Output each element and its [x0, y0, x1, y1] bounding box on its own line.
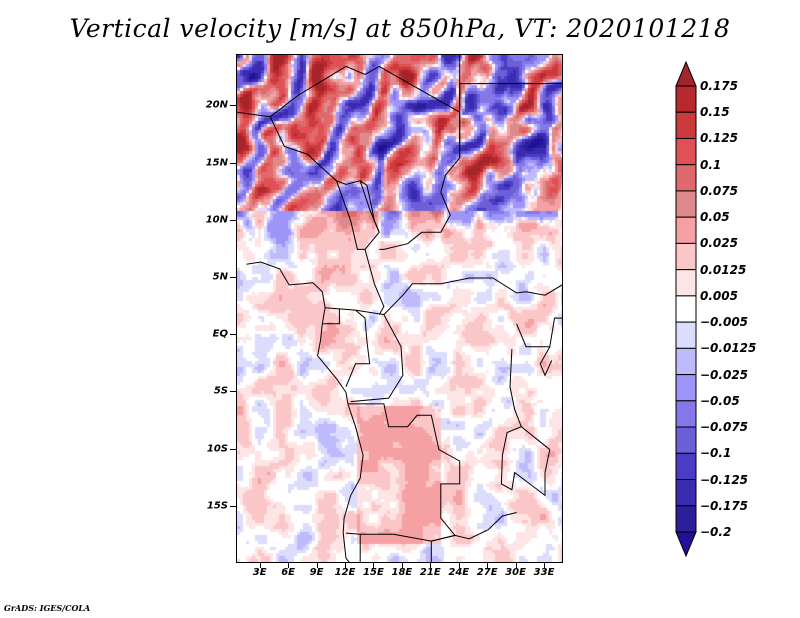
colorbar-swatch	[675, 111, 697, 139]
country-borders	[237, 55, 562, 562]
colorbar-swatch	[675, 242, 697, 271]
colorbar-label: −0.1	[700, 446, 732, 461]
border-line	[237, 111, 368, 186]
colorbar-label: −0.0125	[700, 341, 757, 356]
colorbar-label: −0.125	[700, 472, 749, 487]
border-line	[500, 348, 551, 497]
y-tick	[230, 277, 236, 279]
border-line	[539, 346, 553, 377]
y-tick-label: 15S	[206, 500, 228, 512]
colorbar-label: 0.15	[700, 105, 730, 120]
border-line	[345, 309, 371, 387]
colorbar-swatch	[675, 295, 697, 323]
colorbar-swatch	[675, 505, 697, 533]
colorbar-label: 0.1	[700, 157, 722, 172]
x-tick-label: 33E	[533, 567, 555, 578]
colorbar-label: −0.075	[700, 420, 749, 435]
x-tick-label: 21E	[419, 567, 441, 578]
x-tick-label: 12E	[334, 567, 356, 578]
x-tick	[515, 563, 517, 568]
colorbar-swatches	[675, 60, 697, 558]
colorbar	[675, 60, 697, 558]
vertical-velocity-field	[237, 55, 562, 562]
colorbar-swatch	[675, 216, 697, 244]
x-tick	[401, 563, 403, 568]
x-tick	[458, 563, 460, 568]
y-tick	[230, 391, 236, 393]
y-tick-label: 5N	[212, 271, 228, 283]
colorbar-label: −0.005	[700, 315, 749, 330]
colorbar-label: 0.005	[700, 288, 738, 303]
colorbar-label: 0.05	[700, 210, 730, 225]
x-tick	[430, 563, 432, 568]
y-tick	[230, 105, 236, 107]
colorbar-swatch	[675, 269, 697, 297]
colorbar-label: −0.2	[700, 525, 732, 539]
x-tick	[544, 563, 546, 568]
colorbar-label: 0.0125	[700, 262, 747, 277]
y-tick-label: 20N	[205, 99, 228, 111]
colorbar-swatch	[675, 426, 697, 454]
colorbar-extend-min	[675, 531, 697, 558]
colorbar-swatch	[675, 374, 697, 402]
y-tick	[230, 219, 236, 221]
x-tick-label: 30E	[505, 567, 526, 578]
border-line	[345, 403, 461, 542]
colorbar-swatch	[675, 164, 697, 192]
border-line	[350, 314, 404, 403]
x-tick	[373, 563, 375, 568]
x-tick-label: 18E	[391, 567, 413, 578]
colorbar-swatch	[675, 347, 697, 376]
y-tick	[230, 162, 236, 164]
colorbar-extend-max	[675, 60, 697, 87]
x-tick-label: 15E	[363, 567, 384, 578]
colorbar-label: 0.025	[700, 236, 738, 251]
border-line	[336, 180, 365, 250]
grads-credit: GrADS: IGES/COLA	[4, 603, 91, 613]
colorbar-swatch	[675, 137, 697, 166]
x-tick	[259, 563, 261, 568]
colorbar-label: 0.125	[700, 131, 738, 146]
colorbar-swatch	[675, 190, 697, 218]
x-tick	[345, 563, 346, 568]
colorbar-label: −0.05	[700, 393, 740, 408]
y-tick-label: 5S	[213, 385, 228, 397]
border-line	[431, 512, 517, 542]
y-tick-label: EQ	[212, 328, 228, 340]
y-tick	[230, 448, 236, 450]
y-tick-label: 10N	[205, 214, 228, 226]
border-line	[325, 277, 562, 316]
colorbar-label: −0.175	[700, 498, 749, 513]
y-tick	[230, 334, 236, 336]
chart-title: Vertical velocity [m/s] at 850hPa, VT: 2…	[69, 14, 731, 43]
border-line	[359, 180, 380, 233]
x-tick	[288, 563, 290, 568]
colorbar-label: −0.025	[700, 367, 749, 382]
x-tick-label: 6E	[281, 567, 296, 578]
border-line	[516, 317, 562, 348]
x-tick-label: 9E	[309, 567, 324, 578]
colorbar-label: 0.175	[700, 79, 738, 93]
x-tick-label: 24E	[448, 567, 470, 578]
colorbar-swatch	[675, 479, 697, 507]
colorbar-swatch	[675, 321, 697, 349]
x-tick-label: 27E	[476, 567, 498, 578]
border-line	[459, 83, 562, 158]
y-tick-label: 15N	[205, 157, 228, 169]
x-tick	[487, 563, 489, 568]
border-line	[378, 65, 461, 250]
map-plot-area	[236, 54, 563, 563]
colorbar-label: 0.075	[700, 183, 738, 198]
border-line	[246, 261, 364, 562]
x-tick-label: 3E	[252, 567, 267, 578]
x-tick	[316, 563, 318, 568]
border-line	[322, 308, 340, 325]
colorbar-swatch	[675, 452, 697, 481]
y-tick-label: 10S	[206, 443, 228, 455]
border-line	[269, 65, 380, 118]
y-tick	[230, 505, 236, 507]
colorbar-swatch	[675, 85, 697, 113]
colorbar-swatch	[675, 400, 697, 428]
